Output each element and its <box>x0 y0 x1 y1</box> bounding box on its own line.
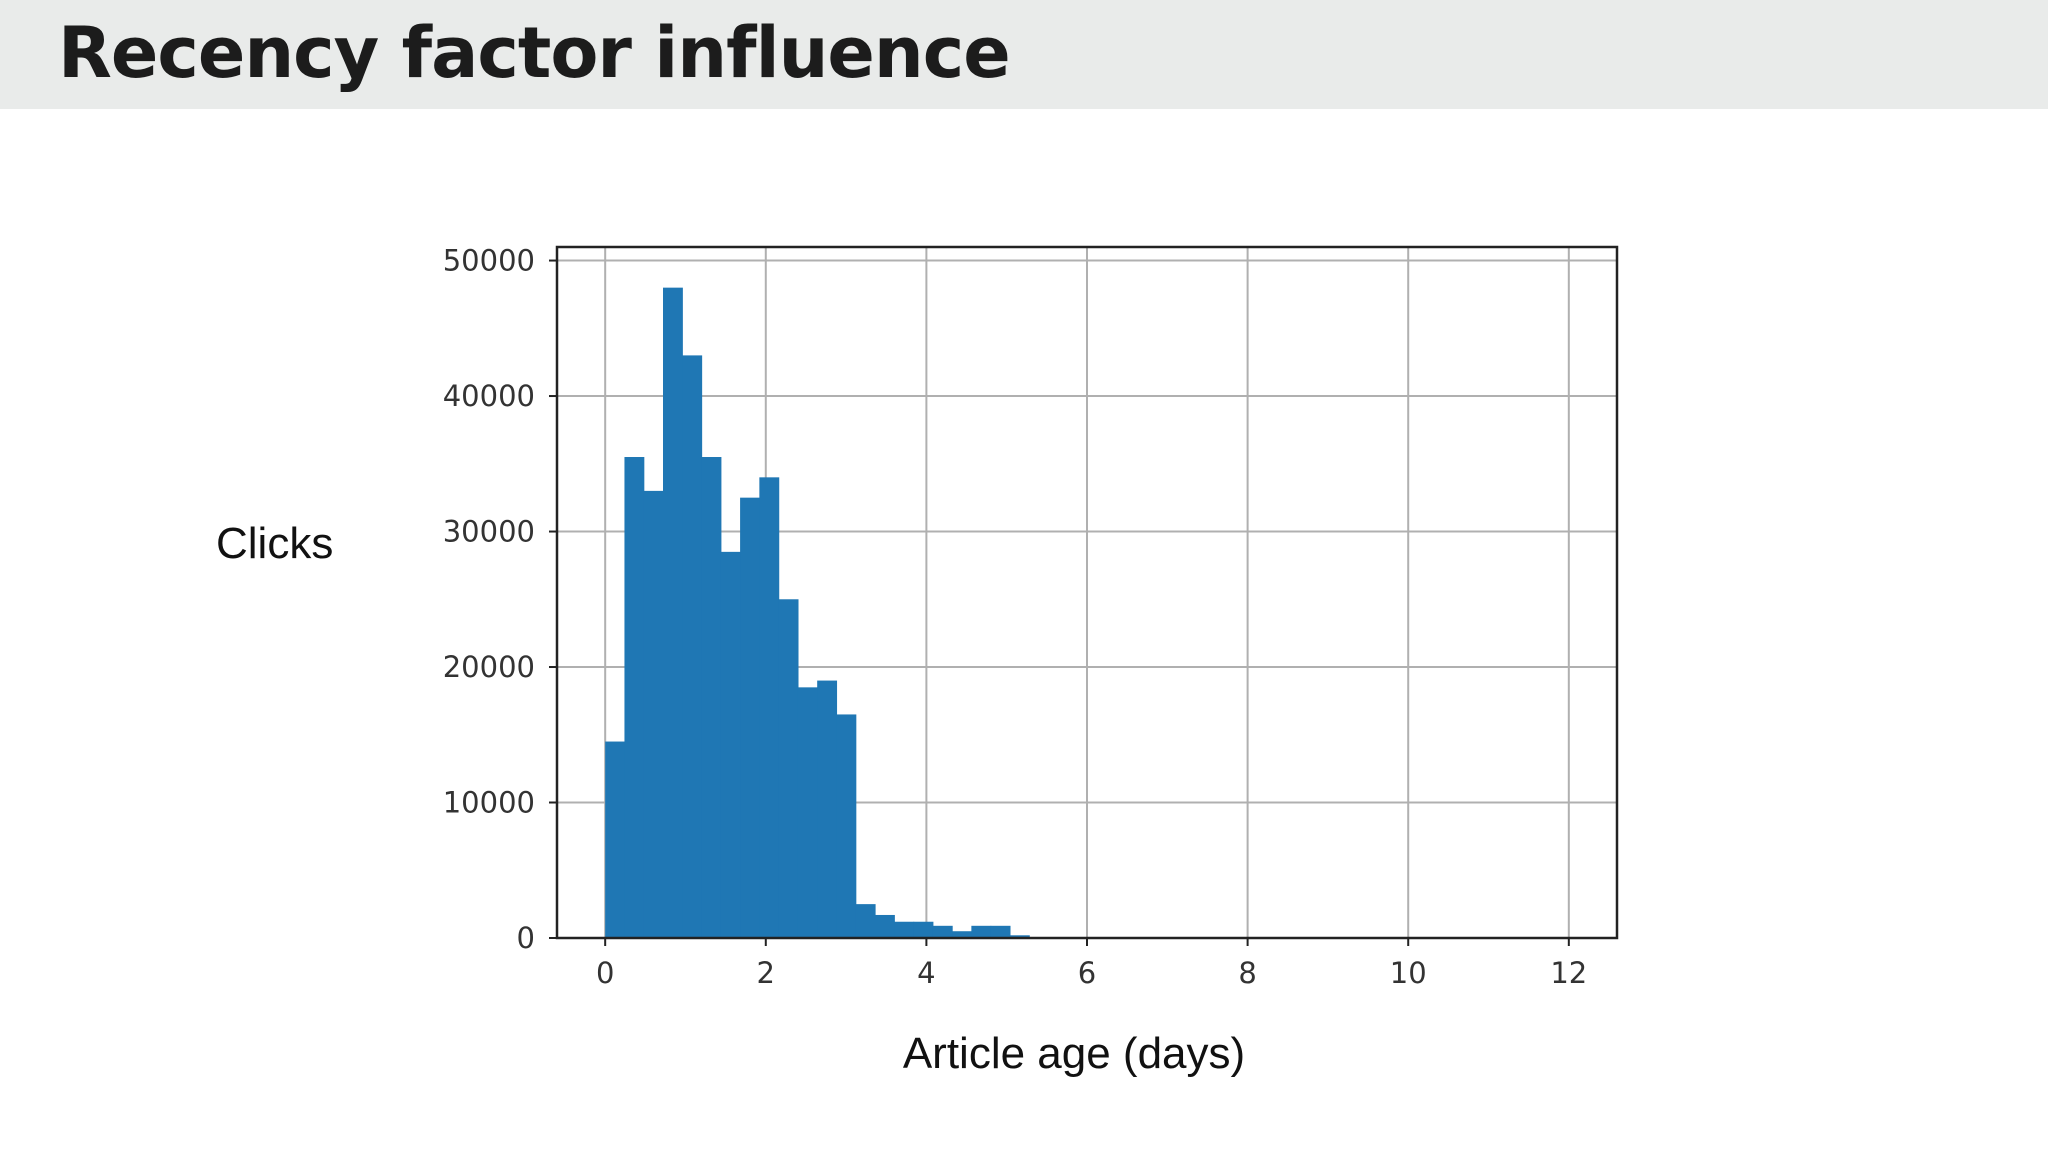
y-tick-label: 50000 <box>443 244 535 278</box>
histogram-bar <box>797 687 818 938</box>
histogram-bar <box>952 931 972 938</box>
histogram-bar <box>701 457 722 938</box>
x-tick-label: 4 <box>917 956 935 990</box>
y-tick-label: 30000 <box>443 515 535 549</box>
x-tick-label: 10 <box>1390 956 1427 990</box>
y-tick-label: 20000 <box>443 650 535 684</box>
x-tick-label: 8 <box>1238 956 1256 990</box>
y-tick-label: 0 <box>517 921 535 955</box>
histogram-bar <box>720 551 741 938</box>
histogram-bar <box>855 904 876 938</box>
slide-title: Recency factor influence <box>58 12 1011 94</box>
histogram-bar <box>894 921 915 938</box>
histogram-bar <box>682 355 703 938</box>
histogram-bar <box>624 457 645 938</box>
histogram-bar <box>971 925 992 938</box>
histogram-bar <box>759 477 780 938</box>
histogram-bar <box>913 921 934 938</box>
x-axis-ticks: 0 2 4 6 8 10 12 <box>596 938 1587 990</box>
histogram-bar <box>932 925 953 938</box>
histogram-bar <box>875 914 895 938</box>
y-tick-label: 40000 <box>443 379 535 413</box>
x-tick-label: 2 <box>757 956 775 990</box>
histogram-bar <box>817 680 838 938</box>
histogram-bar <box>990 925 1011 938</box>
y-tick-label: 10000 <box>443 786 535 820</box>
x-tick-label: 0 <box>596 956 614 990</box>
title-bar: Recency factor influence <box>0 0 2048 109</box>
histogram-bar <box>778 599 799 938</box>
histogram-bar <box>605 741 626 938</box>
x-tick-label: 12 <box>1550 956 1587 990</box>
histogram-bar <box>1009 935 1030 938</box>
histogram-bar <box>663 287 683 938</box>
histogram-bar <box>740 497 760 938</box>
histogram-bar <box>836 714 857 938</box>
histogram-bars <box>605 287 1030 938</box>
x-tick-label: 6 <box>1078 956 1096 990</box>
histogram-bar <box>643 490 664 938</box>
y-axis-label: Clicks <box>216 519 334 568</box>
x-axis-label: Article age (days) <box>902 1029 1246 1078</box>
y-axis-ticks: 0 10000 20000 30000 40000 50000 <box>443 244 557 955</box>
